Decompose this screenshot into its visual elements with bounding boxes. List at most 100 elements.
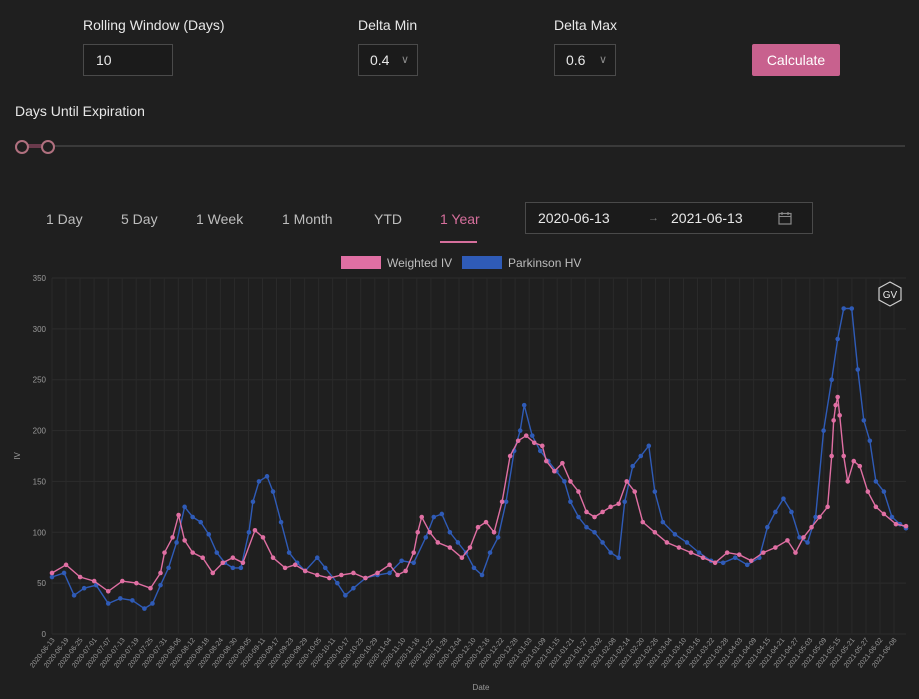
data-point-weighted-iv xyxy=(507,453,513,459)
data-point-parkinson-hv xyxy=(182,504,187,510)
tab-1-week[interactable]: 1 Week xyxy=(196,211,244,227)
data-point-weighted-iv xyxy=(411,550,416,555)
data-point-weighted-iv xyxy=(260,535,266,540)
gv-logo: GV xyxy=(878,281,902,307)
data-point-parkinson-hv xyxy=(495,535,501,540)
data-point-parkinson-hv xyxy=(616,555,621,561)
data-point-weighted-iv xyxy=(415,529,421,535)
data-point-parkinson-hv xyxy=(351,585,356,591)
date-range-picker[interactable]: 2020-06-13 → 2021-06-13 xyxy=(525,202,813,234)
data-point-parkinson-hv xyxy=(881,489,887,494)
delta-min-label: Delta Min xyxy=(358,17,418,33)
data-point-parkinson-hv xyxy=(781,496,786,502)
data-point-parkinson-hv xyxy=(250,499,256,505)
data-point-weighted-iv xyxy=(724,550,730,555)
data-point-parkinson-hv xyxy=(720,560,726,566)
series-line-weighted-iv xyxy=(51,396,907,593)
data-point-weighted-iv xyxy=(375,570,380,576)
data-point-parkinson-hv xyxy=(584,524,589,530)
tab-5-day[interactable]: 5 Day xyxy=(121,211,158,227)
delta-max-label: Delta Max xyxy=(554,17,618,33)
calendar-icon[interactable] xyxy=(778,211,792,225)
y-tick-label: 150 xyxy=(33,477,47,486)
data-point-weighted-iv xyxy=(351,570,356,576)
days-slider-handle-max[interactable] xyxy=(41,140,55,154)
data-point-weighted-iv xyxy=(616,501,621,507)
y-tick-label: 300 xyxy=(33,325,47,334)
data-point-parkinson-hv xyxy=(142,606,147,611)
delta-max-value: 0.6 xyxy=(566,52,586,68)
data-point-parkinson-hv xyxy=(286,550,292,555)
data-point-weighted-iv xyxy=(544,458,549,464)
delta-min-select[interactable]: 0.4 ∨ xyxy=(358,44,418,76)
data-point-parkinson-hv xyxy=(576,514,581,520)
data-point-parkinson-hv xyxy=(592,529,597,535)
data-point-parkinson-hv xyxy=(608,550,613,555)
tab-1-day[interactable]: 1 Day xyxy=(46,211,83,227)
data-point-weighted-iv xyxy=(833,402,838,408)
data-point-parkinson-hv xyxy=(861,418,867,423)
data-point-weighted-iv xyxy=(801,535,806,540)
legend-swatch xyxy=(462,256,502,269)
data-point-parkinson-hv xyxy=(479,572,485,578)
data-point-parkinson-hv xyxy=(562,479,567,484)
data-point-weighted-iv xyxy=(427,529,433,535)
start-date[interactable]: 2020-06-13 xyxy=(538,210,610,226)
data-point-parkinson-hv xyxy=(789,509,794,515)
data-point-weighted-iv xyxy=(568,479,573,484)
data-point-parkinson-hv xyxy=(652,489,658,494)
data-point-weighted-iv xyxy=(419,514,425,520)
data-point-weighted-iv xyxy=(785,538,790,543)
data-point-parkinson-hv xyxy=(529,433,535,438)
tab-1-year[interactable]: 1 Year xyxy=(440,211,480,227)
tab-1-month[interactable]: 1 Month xyxy=(282,211,333,227)
data-point-weighted-iv xyxy=(825,504,830,510)
data-point-parkinson-hv xyxy=(521,402,527,408)
data-point-weighted-iv xyxy=(809,524,814,530)
data-point-weighted-iv xyxy=(831,418,836,423)
data-point-parkinson-hv xyxy=(130,598,135,603)
data-point-weighted-iv xyxy=(793,550,798,555)
data-point-parkinson-hv xyxy=(246,529,252,535)
arrow-right-icon: → xyxy=(648,212,659,224)
data-point-parkinson-hv xyxy=(49,574,55,580)
data-point-weighted-iv xyxy=(837,413,842,418)
data-point-weighted-iv xyxy=(531,440,537,446)
data-point-weighted-iv xyxy=(515,438,521,444)
data-point-parkinson-hv xyxy=(630,463,636,469)
data-point-weighted-iv xyxy=(252,527,258,533)
data-point-parkinson-hv xyxy=(335,580,340,586)
data-point-parkinson-hv xyxy=(118,596,123,601)
data-point-parkinson-hv xyxy=(638,453,644,459)
days-slider-track[interactable] xyxy=(15,145,905,147)
data-point-weighted-iv xyxy=(49,570,55,576)
data-point-parkinson-hv xyxy=(622,499,627,505)
data-point-weighted-iv xyxy=(220,560,226,566)
data-point-weighted-iv xyxy=(829,453,834,459)
rolling-window-input[interactable]: 10 xyxy=(83,44,173,76)
data-point-parkinson-hv xyxy=(278,519,284,525)
data-point-weighted-iv xyxy=(158,570,163,576)
series-line-parkinson-hv xyxy=(51,307,907,610)
data-point-weighted-iv xyxy=(302,568,308,574)
data-point-weighted-iv xyxy=(773,545,778,550)
data-point-weighted-iv xyxy=(162,550,167,555)
delta-max-select[interactable]: 0.6 ∨ xyxy=(554,44,616,76)
data-point-parkinson-hv xyxy=(423,535,429,540)
data-point-parkinson-hv xyxy=(744,562,750,568)
data-point-weighted-iv xyxy=(857,463,863,469)
data-point-weighted-iv xyxy=(363,575,368,581)
data-point-weighted-iv xyxy=(326,575,332,581)
data-point-weighted-iv xyxy=(240,560,246,566)
data-point-weighted-iv xyxy=(134,580,139,586)
data-point-weighted-iv xyxy=(292,562,298,568)
data-point-weighted-iv xyxy=(688,550,694,555)
end-date[interactable]: 2021-06-13 xyxy=(671,210,743,226)
data-point-weighted-iv xyxy=(77,574,83,580)
y-tick-label: 350 xyxy=(33,274,47,283)
tab-ytd[interactable]: YTD xyxy=(374,211,402,227)
days-slider-handle-min[interactable] xyxy=(15,140,29,154)
rolling-window-label: Rolling Window (Days) xyxy=(83,17,225,33)
data-point-weighted-iv xyxy=(210,570,216,576)
calculate-button[interactable]: Calculate xyxy=(752,44,840,76)
